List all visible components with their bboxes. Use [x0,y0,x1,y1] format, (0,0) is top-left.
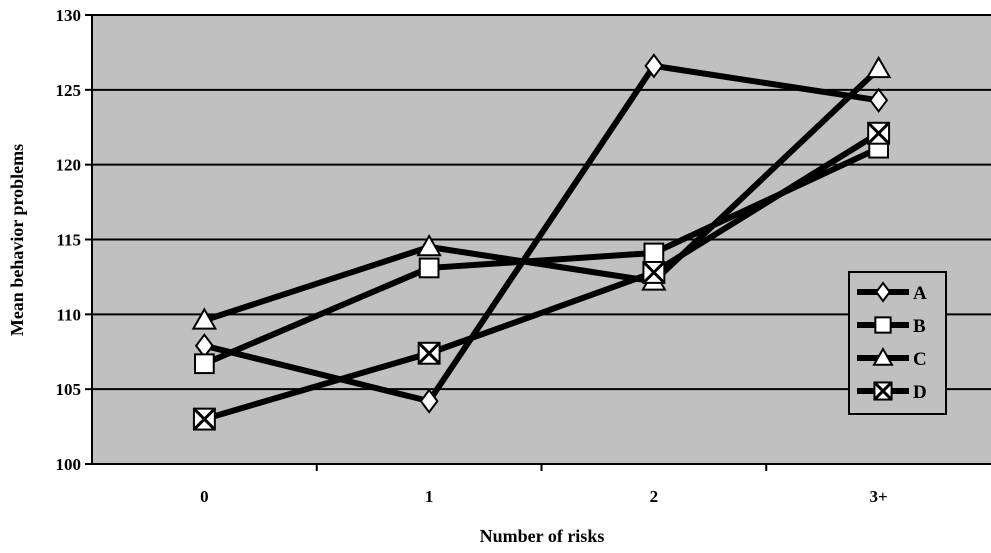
y-tick-label: 130 [56,6,82,25]
y-tick-label: 115 [56,231,81,250]
y-tick-label: 125 [56,81,82,100]
legend-label: D [913,382,927,403]
x-box-marker [194,409,215,430]
square-marker [195,354,214,373]
y-tick-label: 100 [56,455,82,474]
y-axis-title: Mean behavior problems [7,144,27,336]
x-box-marker [643,262,664,283]
x-box-marker [874,382,891,399]
x-tick-label: 0 [200,487,209,506]
legend-label: C [913,349,927,370]
y-tick-label: 110 [56,305,81,324]
y-tick-label: 105 [56,380,82,399]
square-marker [645,244,664,263]
x-tick-label: 2 [650,487,659,506]
x-tick-label: 3+ [870,487,888,506]
legend-label: A [913,283,927,304]
legend-label: B [913,316,926,337]
x-axis-title: Number of risks [480,526,605,546]
square-marker [420,259,439,278]
y-tick-label: 120 [56,156,82,175]
x-box-marker [868,123,889,144]
x-box-marker [419,343,440,364]
square-marker [875,317,890,332]
x-tick-label: 1 [425,487,434,506]
